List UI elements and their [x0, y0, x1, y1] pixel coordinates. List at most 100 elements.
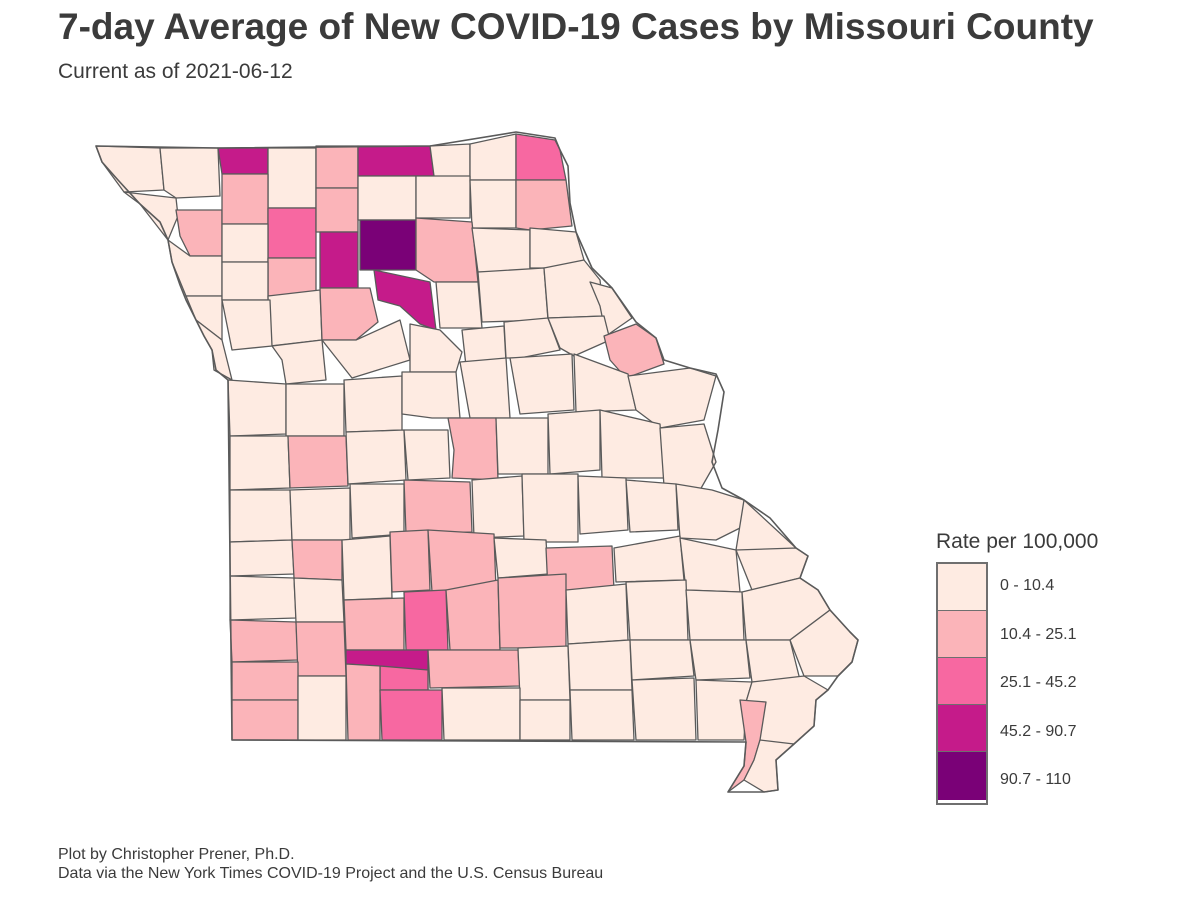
legend-label-2: 25.1 - 45.2	[1000, 674, 1077, 691]
legend: Rate per 100,000 0 - 10.4 10.4 - 25.1 25…	[936, 530, 1098, 805]
county-102	[231, 661, 299, 701]
county-2	[217, 147, 269, 175]
county-78	[613, 535, 685, 583]
county-61	[229, 489, 293, 543]
county-92	[295, 621, 347, 677]
county-44	[227, 379, 287, 437]
caption: Plot by Christopher Prener, Ph.D. Data v…	[58, 845, 603, 883]
county-72	[291, 539, 343, 581]
county-108	[519, 699, 571, 741]
legend-key-3	[938, 705, 986, 752]
county-42	[547, 315, 611, 357]
county-19	[221, 223, 269, 263]
county-105	[345, 663, 381, 741]
county-64	[403, 479, 473, 535]
county-62	[289, 487, 351, 541]
county-88	[625, 579, 689, 641]
county-1	[159, 147, 221, 199]
county-21	[319, 231, 359, 289]
county-5	[357, 145, 435, 177]
county-104	[297, 675, 347, 741]
county-13	[315, 187, 359, 233]
county-14	[357, 175, 417, 221]
county-53	[287, 435, 349, 489]
county-0	[95, 145, 165, 193]
county-107	[441, 687, 521, 741]
county-97	[567, 639, 633, 691]
county-4	[315, 145, 359, 189]
county-98	[629, 639, 695, 681]
county-89	[685, 589, 745, 641]
legend-key-1	[938, 611, 986, 658]
county-67	[577, 475, 629, 535]
county-58	[547, 409, 601, 475]
legend-label-0: 0 - 10.4	[1000, 577, 1055, 594]
county-36	[221, 299, 273, 351]
county-60	[659, 423, 717, 491]
county-65	[471, 475, 525, 539]
county-24	[471, 227, 531, 273]
county-17	[515, 179, 573, 231]
county-73	[341, 535, 393, 601]
county-27	[221, 261, 269, 301]
county-96	[517, 645, 571, 701]
caption-source: Data via the New York Times COVID-19 Pro…	[58, 865, 604, 882]
county-56	[447, 417, 499, 481]
caption-author: Plot by Christopher Prener, Ph.D.	[58, 846, 295, 863]
county-95	[427, 649, 521, 689]
county-63	[349, 483, 405, 539]
legend-key-2	[938, 658, 986, 705]
county-47	[401, 371, 461, 419]
county-76	[493, 537, 549, 579]
county-49	[509, 353, 575, 415]
county-46	[343, 375, 403, 433]
county-87	[565, 583, 629, 645]
county-91	[229, 619, 299, 663]
county-37	[271, 339, 327, 385]
county-74	[389, 529, 431, 593]
county-43	[603, 323, 665, 379]
county-106	[379, 689, 443, 741]
county-66	[521, 473, 579, 543]
county-29	[319, 287, 379, 341]
county-38	[321, 319, 411, 379]
county-103	[231, 699, 299, 741]
county-81	[229, 575, 297, 621]
county-83	[343, 597, 405, 651]
county-52	[229, 435, 291, 491]
county-16	[469, 179, 517, 229]
legend-label-1: 10.4 - 25.1	[1000, 625, 1077, 643]
county-9	[123, 191, 179, 241]
county-31	[435, 281, 483, 329]
county-41	[503, 317, 561, 359]
county-8	[515, 133, 567, 181]
legend-keys	[936, 562, 988, 805]
county-30	[373, 269, 437, 331]
county-20	[267, 257, 317, 297]
state-outline	[95, 131, 859, 793]
county-55	[403, 429, 451, 481]
county-94	[379, 665, 429, 691]
county-57	[495, 417, 549, 475]
map-subtitle: Current as of 2021-06-12	[58, 60, 293, 83]
county-3	[267, 147, 317, 209]
county-7	[469, 133, 517, 181]
county-110	[631, 677, 697, 741]
county-15	[415, 175, 471, 219]
county-71	[229, 539, 295, 577]
county-86	[497, 573, 567, 649]
county-28	[267, 289, 323, 347]
legend-label-3: 45.2 - 90.7	[1000, 722, 1077, 740]
county-82	[293, 577, 345, 623]
county-48	[459, 357, 511, 419]
county-11	[221, 173, 269, 225]
county-79	[679, 537, 741, 593]
county-99	[689, 639, 751, 681]
county-45	[285, 383, 345, 437]
county-12	[267, 207, 317, 259]
county-54	[345, 429, 407, 485]
county-22	[359, 219, 417, 271]
county-84	[403, 589, 449, 651]
county-23	[415, 217, 479, 283]
